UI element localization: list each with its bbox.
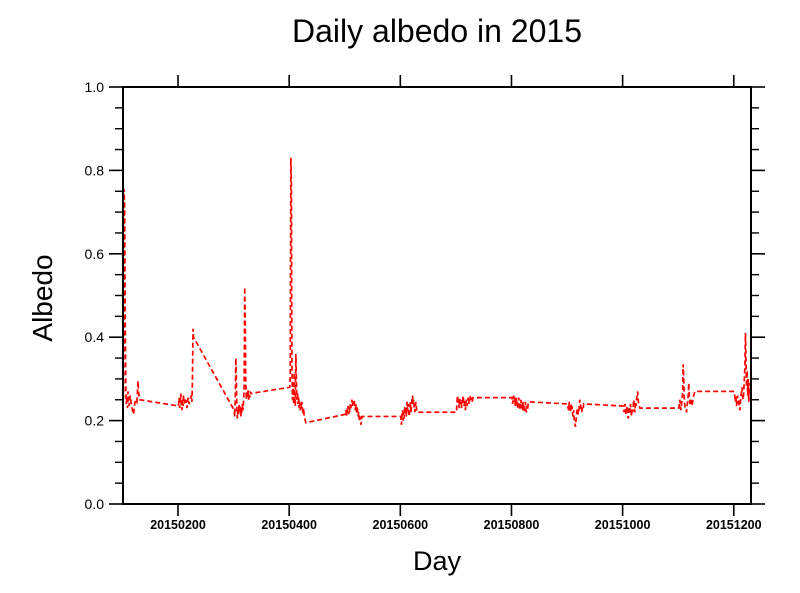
chart-title: Daily albedo in 2015	[292, 13, 582, 49]
y-tick-label: 1.0	[85, 79, 105, 95]
y-axis-label: Albedo	[27, 254, 58, 341]
data-series	[122, 157, 752, 427]
x-tick-label: 20151000	[595, 518, 651, 532]
x-axis-label: Day	[413, 546, 462, 576]
y-tick-label: 0.2	[85, 413, 105, 429]
axis-tick-labels: 20150200 20150400 20150600 20150800 20151000…	[85, 79, 762, 532]
y-tick-label: 0.6	[85, 246, 105, 262]
x-tick-label: 20150800	[484, 518, 540, 532]
y-tick-label: 0.0	[85, 496, 105, 512]
y-tick-label: 0.8	[85, 162, 105, 178]
x-tick-label: 20150400	[261, 518, 317, 532]
x-tick-label: 20151200	[706, 518, 762, 532]
daily-albedo-line	[122, 157, 752, 427]
x-tick-label: 20150200	[150, 518, 206, 532]
plot-frame	[122, 86, 752, 505]
y-tick-label: 0.4	[85, 329, 105, 345]
x-tick-label: 20150600	[373, 518, 429, 532]
axis-ticks	[109, 75, 765, 516]
